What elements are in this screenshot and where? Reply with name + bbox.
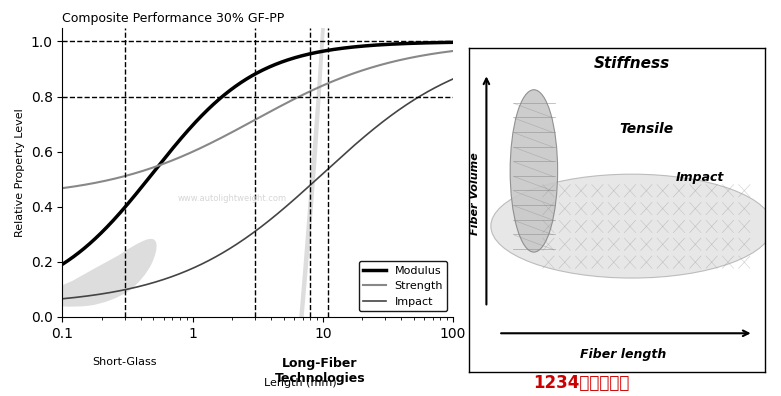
Legend: Modulus, Strength, Impact: Modulus, Strength, Impact	[359, 261, 448, 311]
Line: Impact: Impact	[62, 79, 453, 299]
Line: Modulus: Modulus	[62, 42, 453, 264]
Impact	[439, 81, 448, 86]
Impact	[58, 296, 67, 301]
Text: Long-Fiber
Technologies: Long-Fiber Technologies	[275, 357, 366, 385]
Modulus	[58, 262, 67, 267]
Strength	[378, 62, 387, 67]
Impact	[378, 120, 387, 124]
Text: Fiber Volume: Fiber Volume	[470, 152, 480, 235]
Modulus	[448, 40, 458, 45]
Text: Length (mm): Length (mm)	[265, 378, 337, 388]
Ellipse shape	[510, 90, 558, 252]
Text: Composite Performance 30% GF-PP: Composite Performance 30% GF-PP	[62, 12, 285, 25]
Strength	[269, 107, 279, 112]
Modulus	[378, 42, 387, 47]
Impact	[269, 214, 279, 219]
Modulus	[291, 55, 300, 60]
Text: Short-Glass: Short-Glass	[92, 357, 157, 367]
Line: Strength: Strength	[62, 51, 453, 188]
Modulus	[439, 40, 448, 45]
Ellipse shape	[44, 239, 157, 307]
Impact	[243, 234, 252, 239]
Strength	[245, 120, 255, 125]
Text: www.autolightweight.com: www.autolightweight.com	[177, 194, 287, 203]
Modulus	[245, 74, 255, 79]
Impact	[245, 232, 255, 237]
Strength	[439, 50, 448, 55]
Strength	[243, 121, 252, 126]
Impact	[448, 76, 458, 81]
Impact	[291, 196, 300, 201]
Y-axis label: Relative Property Level: Relative Property Level	[15, 108, 25, 237]
Modulus	[269, 63, 279, 67]
Text: Stiffness: Stiffness	[594, 56, 670, 71]
Modulus	[243, 76, 252, 80]
Text: 1234红鱼资讯网: 1234红鱼资讯网	[533, 374, 630, 392]
Text: Fiber length: Fiber length	[580, 348, 666, 361]
Text: Tensile: Tensile	[619, 122, 674, 136]
Text: Impact: Impact	[676, 171, 724, 184]
Strength	[58, 186, 67, 190]
Strength	[448, 49, 458, 53]
Strength	[291, 96, 300, 101]
Ellipse shape	[291, 0, 334, 396]
Ellipse shape	[490, 174, 773, 278]
